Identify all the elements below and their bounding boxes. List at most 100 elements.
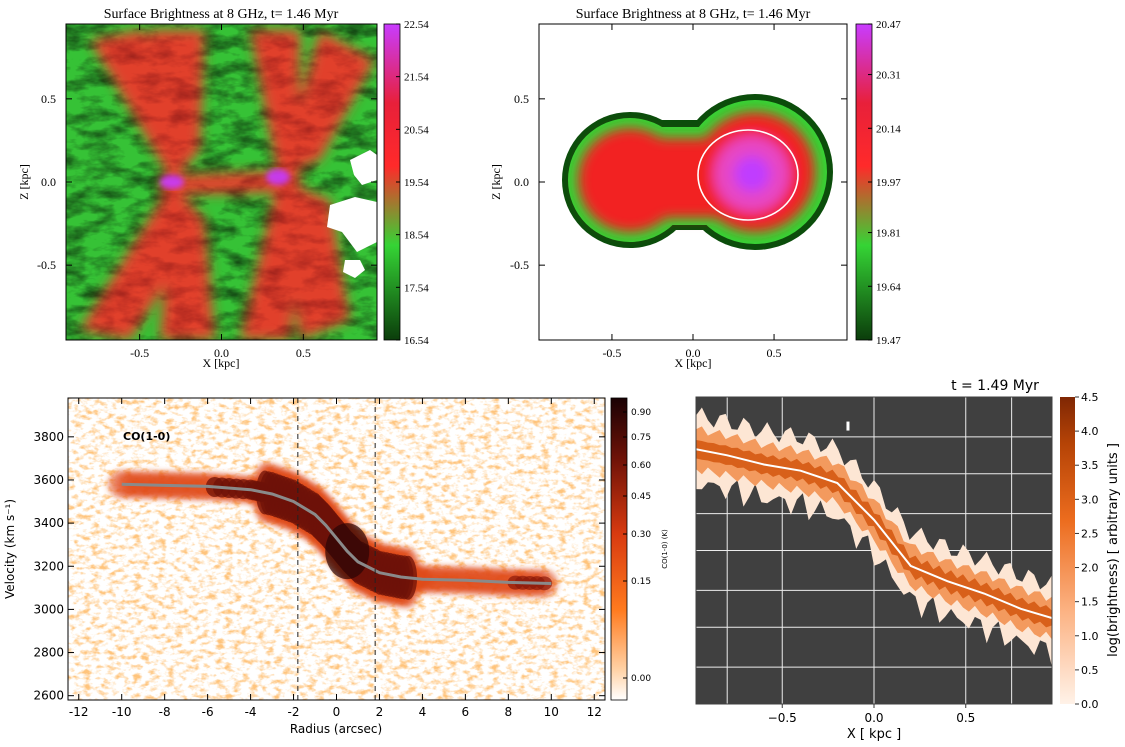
colorbar-tick-label: 0.15: [631, 577, 651, 587]
chart-title: Surface Brightness at 8 GHz, t= 1.46 Myr: [104, 7, 339, 22]
line-annotation: CO(1-0): [123, 430, 170, 443]
colorbar-tick-label: 20.14: [876, 123, 901, 135]
colorbar-tick-label: 4.0: [1081, 425, 1099, 438]
x-axis-label: X [kpc]: [203, 356, 240, 370]
colorbar-tick-label: 16.54: [404, 335, 429, 347]
x-axis-label: Radius (arcsec): [290, 722, 382, 736]
x-tick-label: 0.5: [296, 346, 311, 360]
x-tick-label: 0.0: [686, 346, 701, 360]
colorbar-tick-label: 3.5: [1081, 459, 1099, 472]
colorbar-ticks: 22.54 21.54 20.54 19.54 18.54 17.54 16.54: [396, 19, 429, 347]
x-tick-label: 2: [376, 705, 384, 719]
y-tick-label: 0.0: [41, 175, 56, 189]
x-tick-label: -0.5: [130, 346, 149, 360]
colorbar-tick-label: 0.90: [631, 408, 651, 418]
colorbar-tick-label: 1.5: [1081, 596, 1099, 609]
colorbar-tick-label: 18.54: [404, 230, 429, 242]
colorbar-ticks: 0.00 0.15 0.30 0.45 0.60 0.75 0.90: [623, 408, 651, 684]
colorbar-tick-label: 20.54: [404, 124, 429, 136]
panel-sim-brightness-right: Surface Brightness at 8 GHz, t= 1.46 Myr…: [489, 7, 901, 370]
colorbar-ticks: 0.0 0.5 1.0 1.5 2.0 2.5 3.0 3.5 4.0 4.5: [1075, 391, 1099, 711]
y-tick-label: 0.5: [41, 92, 56, 106]
chart-title: Surface Brightness at 8 GHz, t= 1.46 Myr: [576, 7, 811, 22]
ridge-line: [696, 448, 1052, 619]
colorbar-tick-label: 19.54: [404, 177, 429, 189]
y-tick-label: 3200: [33, 559, 64, 573]
x-axis-ticks: -0.5 0.0 0.5: [602, 24, 782, 360]
x-axis-ticks: -0.5 0.0 0.5: [130, 24, 311, 360]
x-axis-ticks: -12 -10 -8 -6 -4 -2 0 2 4 6 8 10 12: [69, 398, 602, 719]
y-axis-label: Z [kpc]: [489, 164, 503, 200]
colorbar-tick-label: 17.54: [404, 282, 429, 294]
colorbar-tick-label: 22.54: [404, 19, 429, 31]
y-tick-label: 3600: [33, 473, 64, 487]
x-tick-label: 0.0: [214, 346, 229, 360]
x-tick-label: 0.5: [956, 711, 975, 725]
speck: [846, 421, 850, 431]
colorbar-tick-label: 0.75: [631, 433, 651, 443]
colorbar: [610, 397, 628, 701]
x-tick-label: -2: [288, 705, 300, 719]
colorbar-tick-label: 20.47: [876, 19, 901, 31]
colorbar-tick-label: 0.5: [1081, 664, 1099, 677]
y-tick-label: 2800: [33, 646, 64, 660]
contour-circle: [697, 129, 799, 221]
colorbar-tick-label: 0.0: [1081, 698, 1099, 711]
x-tick-label: 12: [587, 705, 602, 719]
panel-brightness-projection: t = 1.49 Myr −0.5 0.0 0.5 X [ kpc ] 0.0 0.5…: [695, 378, 1121, 742]
y-axis-ticks: -0.5 0.0 0.5: [37, 92, 377, 272]
x-tick-label: 6: [462, 705, 470, 719]
y-axis-label: Z [kpc]: [17, 164, 31, 200]
colorbar-label: CO(1-0) (K): [661, 529, 669, 569]
colorbar-tick-label: 2.5: [1081, 527, 1099, 540]
colorbar-tick-label: 2.0: [1081, 562, 1099, 575]
brightness-blobs: [562, 94, 833, 250]
plot-area: [696, 397, 1052, 704]
x-tick-label: -8: [159, 705, 171, 719]
y-tick-label: 0.5: [514, 92, 529, 106]
colorbar-tick-label: 21.54: [404, 72, 429, 84]
colorbar: [1060, 397, 1075, 704]
y-tick-label: -0.5: [510, 258, 529, 272]
x-tick-label: 10: [544, 705, 559, 719]
y-tick-label: -0.5: [37, 258, 56, 272]
x-axis-label: X [kpc]: [675, 356, 712, 370]
colorbar-tick-label: 0.00: [631, 674, 651, 684]
x-tick-label: -6: [202, 705, 214, 719]
x-tick-label: -4: [245, 705, 257, 719]
y-tick-label: 3800: [33, 430, 64, 444]
y-axis-ticks: -0.5 0.0 0.5: [510, 92, 847, 272]
y-tick-label: 0.0: [514, 175, 529, 189]
x-tick-label: 0: [333, 705, 341, 719]
rotation-curve: [121, 482, 552, 585]
x-axis-ticks: −0.5 0.0 0.5: [768, 704, 975, 725]
colorbar-label: log(brightness) [ arbitrary units ]: [1106, 443, 1121, 657]
colorbar-tick-label: 19.81: [876, 228, 901, 240]
colorbar-tick-label: 0.30: [631, 530, 651, 540]
colorbar-tick-label: 19.97: [876, 177, 901, 189]
colorbar-tick-label: 0.45: [631, 492, 651, 502]
y-tick-label: 3000: [33, 602, 64, 616]
colorbar-tick-label: 0.60: [631, 461, 651, 471]
plot-area: [66, 24, 377, 340]
colorbar-tick-label: 20.31: [876, 70, 901, 82]
x-tick-label: −0.5: [768, 711, 797, 725]
y-axis-ticks: 2600 2800 3000 3200 3400 3600 3800: [33, 430, 605, 703]
colorbar-tick-label: 1.0: [1081, 630, 1099, 643]
chart-title: t = 1.49 Myr: [951, 378, 1039, 394]
plot-area: [68, 398, 605, 700]
colorbar-tick-label: 3.0: [1081, 493, 1099, 506]
colorbar-tick-label: 4.5: [1081, 391, 1099, 404]
x-tick-label: -10: [112, 705, 132, 719]
x-tick-label: 4: [419, 705, 427, 719]
x-axis-label: X [ kpc ]: [847, 727, 901, 742]
colorbar-ticks: 20.47 20.31 20.14 19.97 19.81 19.64 19.47: [868, 19, 901, 347]
panel-sim-brightness-left: Surface Brightness at 8 GHz, t= 1.46 Myr: [17, 7, 429, 370]
colorbar-tick-label: 19.47: [876, 335, 901, 347]
x-tick-label: 0.5: [767, 346, 782, 360]
colorbar-tick-label: 19.64: [876, 281, 901, 293]
x-tick-label: 8: [505, 705, 513, 719]
y-axis-label: Velocity (km s⁻¹): [3, 499, 17, 599]
x-tick-label: -0.5: [602, 346, 621, 360]
